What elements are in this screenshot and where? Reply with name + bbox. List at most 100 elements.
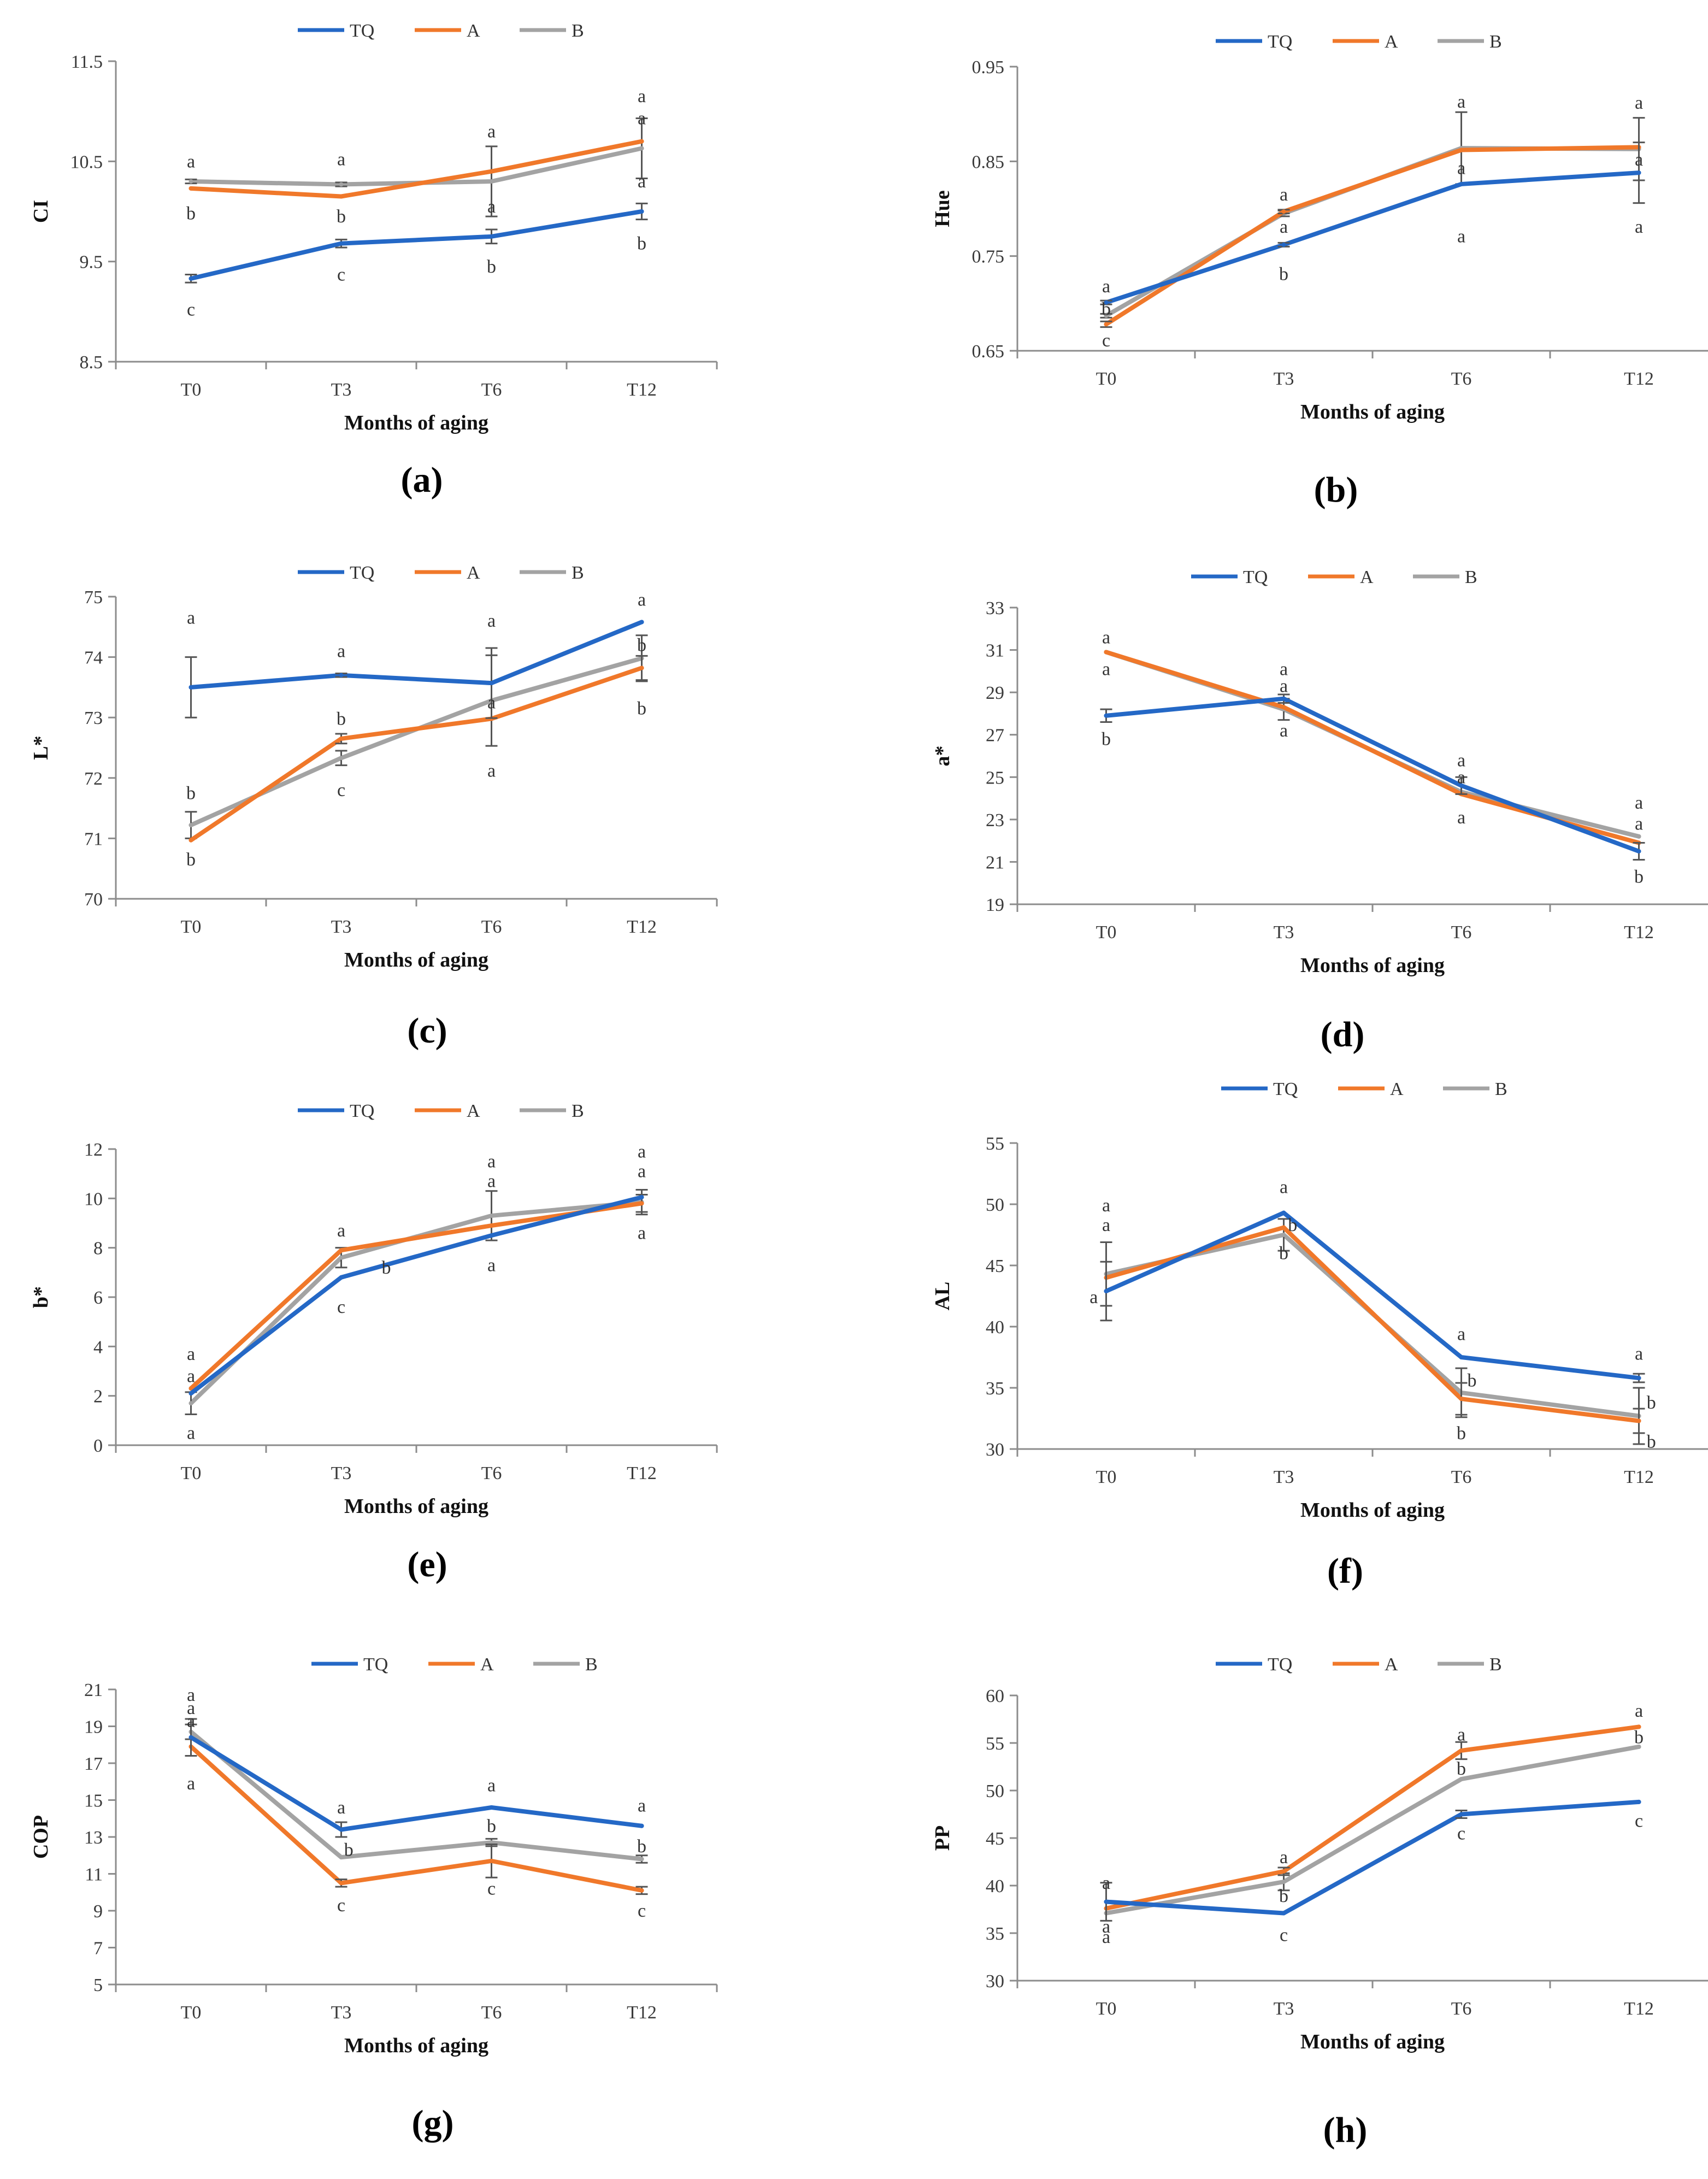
significance-letter: a bbox=[1102, 1927, 1110, 1947]
significance-letter: a bbox=[1102, 1917, 1110, 1937]
significance-letter: a bbox=[638, 172, 646, 192]
significance-letter: a bbox=[1280, 676, 1288, 697]
legend-label-A: A bbox=[467, 563, 480, 583]
legend-label-B: B bbox=[1489, 32, 1502, 52]
x-tick-label: T3 bbox=[331, 380, 352, 400]
data-point-TQ bbox=[639, 1823, 644, 1828]
panel-label: (f) bbox=[1327, 1551, 1363, 1591]
data-point-A bbox=[489, 1858, 494, 1863]
series-line-B bbox=[1104, 146, 1641, 318]
x-tick-label: T12 bbox=[627, 2003, 657, 2023]
x-tick-label: T6 bbox=[481, 1463, 502, 1483]
significance-letter: a bbox=[1635, 217, 1643, 237]
x-tick-label: T12 bbox=[1624, 1467, 1654, 1487]
y-tick-label: 0.95 bbox=[972, 57, 1005, 78]
significance-letter: b bbox=[1457, 1759, 1466, 1779]
x-tick-label: T12 bbox=[1624, 922, 1654, 943]
significance-letter: a bbox=[1102, 1215, 1110, 1235]
series-line-TQ bbox=[1104, 696, 1641, 854]
significance-letter: a bbox=[638, 86, 646, 107]
y-tick-label: 17 bbox=[84, 1754, 103, 1774]
data-point-B bbox=[489, 1213, 494, 1218]
significance-letter: a bbox=[487, 761, 496, 781]
series-line-A bbox=[1104, 1724, 1641, 1911]
y-tick-label: 19 bbox=[84, 1717, 103, 1738]
significance-letter: a bbox=[1457, 1324, 1465, 1344]
legend-label-TQ: TQ bbox=[350, 1101, 374, 1121]
significance-letter: a bbox=[487, 693, 496, 713]
significance-letter: a bbox=[487, 611, 496, 631]
significance-letter: c bbox=[1280, 1925, 1288, 1945]
y-tick-label: 6 bbox=[93, 1288, 103, 1308]
x-axis-title: Months of aging bbox=[344, 411, 488, 434]
data-point-A bbox=[1459, 1748, 1464, 1753]
x-tick-label: T6 bbox=[481, 917, 502, 937]
x-tick-label: T3 bbox=[1274, 1999, 1294, 2019]
legend-label-TQ: TQ bbox=[1268, 32, 1292, 52]
significance-letter: b bbox=[186, 850, 196, 870]
data-point-TQ bbox=[1636, 1799, 1641, 1804]
series-line-TQ bbox=[1104, 170, 1641, 305]
significance-letter: a bbox=[1457, 226, 1465, 246]
significance-letter: b bbox=[337, 207, 346, 227]
y-tick-label: 23 bbox=[986, 810, 1004, 831]
significance-letter: a bbox=[487, 1152, 496, 1172]
y-axis-title: Hue bbox=[931, 190, 954, 227]
x-axis-title: Months of aging bbox=[1300, 2030, 1445, 2053]
x-tick-label: T0 bbox=[181, 917, 202, 937]
legend-label-B: B bbox=[1489, 1654, 1502, 1675]
data-point-A bbox=[1281, 1869, 1286, 1874]
significance-letter: c bbox=[187, 300, 195, 320]
significance-letter: a bbox=[1635, 793, 1643, 813]
y-tick-label: 21 bbox=[84, 1680, 103, 1700]
significance-letter: a bbox=[1102, 276, 1110, 297]
legend-label-B: B bbox=[1495, 1079, 1507, 1099]
significance-letter: a bbox=[187, 1367, 195, 1387]
panel-label: (a) bbox=[401, 460, 443, 500]
significance-letter: b bbox=[637, 635, 646, 655]
panel-label: (h) bbox=[1323, 2110, 1368, 2150]
data-point-TQ bbox=[1459, 783, 1464, 788]
significance-letter: a bbox=[187, 1685, 195, 1705]
significance-letter: b bbox=[1647, 1432, 1656, 1452]
data-point-TQ bbox=[1104, 1289, 1109, 1294]
significance-letter: a bbox=[187, 151, 195, 172]
x-axis-title: Months of aging bbox=[344, 949, 488, 971]
significance-letter: a bbox=[337, 641, 345, 662]
y-tick-label: 25 bbox=[986, 768, 1004, 788]
legend-label-A: A bbox=[1385, 1654, 1398, 1675]
legend-label-B: B bbox=[572, 1101, 584, 1121]
legend: TQ A B bbox=[298, 21, 584, 41]
x-axis-title: Months of aging bbox=[1300, 401, 1445, 423]
data-point-B bbox=[189, 179, 193, 184]
y-tick-label: 73 bbox=[84, 708, 103, 728]
significance-letter: a bbox=[1457, 92, 1465, 112]
significance-letter: a bbox=[1457, 767, 1465, 787]
series-line-A bbox=[1104, 145, 1641, 327]
x-tick-label: T6 bbox=[481, 2003, 502, 2023]
significance-letter: b bbox=[337, 709, 346, 729]
data-point-TQ bbox=[1636, 170, 1641, 175]
data-point-TQ bbox=[1281, 242, 1286, 247]
significance-letter: a bbox=[1102, 1873, 1110, 1893]
data-point-B bbox=[489, 179, 494, 184]
x-tick-label: T6 bbox=[1451, 1999, 1472, 2019]
legend-label-TQ: TQ bbox=[1243, 567, 1268, 587]
significance-letter: a bbox=[187, 1344, 195, 1364]
y-tick-label: 31 bbox=[986, 641, 1004, 661]
x-tick-label: T3 bbox=[331, 2003, 352, 2023]
legend-label-B: B bbox=[572, 563, 584, 583]
significance-letter: c bbox=[487, 1879, 496, 1899]
significance-letter: b bbox=[344, 1840, 354, 1860]
y-tick-label: 50 bbox=[986, 1195, 1004, 1215]
legend-label-A: A bbox=[1360, 567, 1374, 587]
significance-letter: a bbox=[337, 1221, 345, 1241]
legend-label-TQ: TQ bbox=[363, 1654, 388, 1675]
x-tick-label: T12 bbox=[627, 380, 657, 400]
data-point-A bbox=[1281, 1225, 1286, 1230]
y-tick-label: 0 bbox=[93, 1436, 103, 1456]
data-point-TQ bbox=[489, 1805, 494, 1810]
series-line-TQ bbox=[189, 1735, 644, 1832]
data-point-B bbox=[1459, 1777, 1464, 1782]
significance-letter: b bbox=[637, 699, 646, 719]
